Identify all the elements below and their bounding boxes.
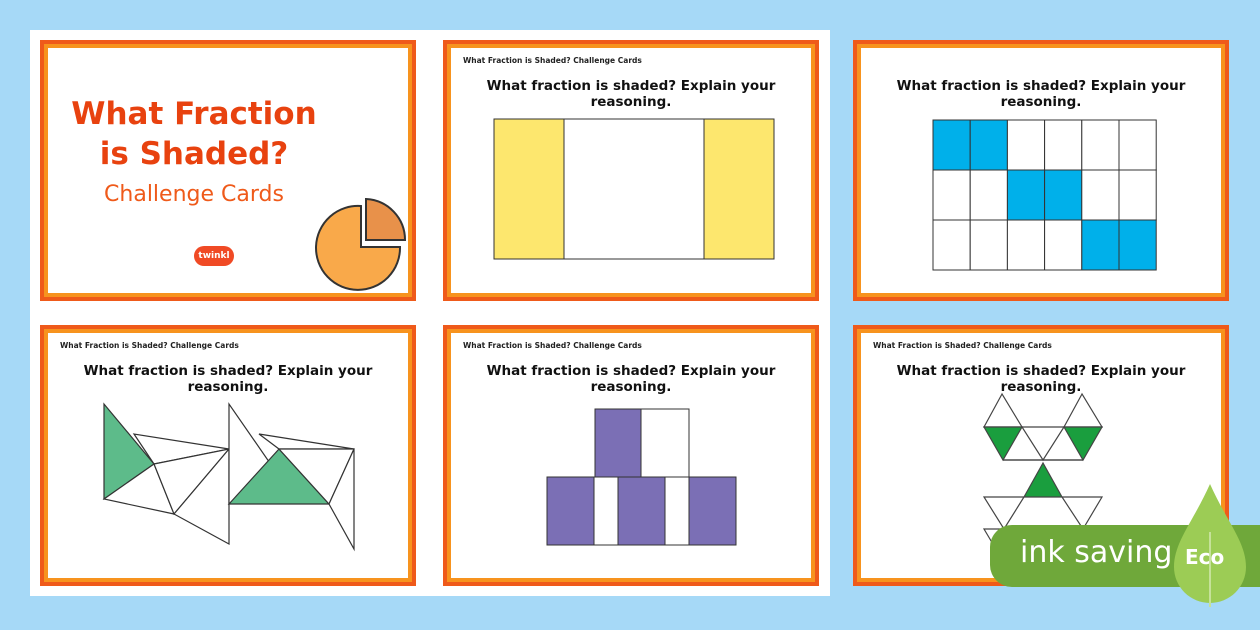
leaf-icon xyxy=(1174,484,1246,607)
grid-cell xyxy=(969,169,1008,221)
grid-cell xyxy=(1081,219,1120,271)
squares-diagram xyxy=(546,408,737,546)
grid-cell xyxy=(1118,169,1157,221)
card-header: What Fraction is Shaded? Challenge Cards xyxy=(463,56,642,65)
grid-cell xyxy=(1118,119,1157,171)
card-question: What fraction is shaded? Explain your re… xyxy=(83,363,373,395)
grid-cell xyxy=(1006,219,1046,271)
grid-diagram xyxy=(932,119,1157,271)
grid-cell xyxy=(932,219,971,271)
grid-cell xyxy=(1081,169,1120,221)
card-header: What Fraction is Shaded? Challenge Cards xyxy=(873,341,1052,350)
card-header: What Fraction is Shaded? Challenge Cards xyxy=(60,341,239,350)
grid-cell xyxy=(1044,219,1083,271)
grid-cell xyxy=(1044,169,1083,221)
card-question: What fraction is shaded? Explain your re… xyxy=(896,363,1186,395)
grid-cell xyxy=(969,219,1008,271)
card-header: What Fraction is Shaded? Challenge Cards xyxy=(463,341,642,350)
card-question: What fraction is shaded? Explain your re… xyxy=(486,363,776,395)
cover-title: What Fraction is Shaded? xyxy=(71,96,317,172)
card-question: What fraction is shaded? Explain your re… xyxy=(896,78,1186,110)
card-question: What fraction is shaded? Explain your re… xyxy=(486,78,776,110)
challenge-card-squares[interactable]: What Fraction is Shaded? Challenge Cards… xyxy=(443,325,819,586)
grid-cell xyxy=(969,119,1008,171)
twinkl-logo: twinkl xyxy=(194,246,234,266)
grid-cell xyxy=(1006,169,1046,221)
triangles-diagram xyxy=(102,402,355,552)
ink-saving-label: ink saving xyxy=(1020,535,1173,570)
cover-subtitle: Challenge Cards xyxy=(104,182,284,207)
challenge-card-rectangle[interactable]: What Fraction is Shaded? Challenge Cards… xyxy=(443,40,819,301)
grid-cell xyxy=(1118,219,1157,271)
eco-label: Eco xyxy=(1185,545,1225,569)
challenge-card-grid[interactable]: What Fraction is Shaded? Challenge Cards… xyxy=(853,40,1229,301)
grid-cell xyxy=(932,169,971,221)
challenge-card-triangles[interactable]: What Fraction is Shaded? Challenge Cards… xyxy=(40,325,416,586)
cover-card[interactable]: What Fraction is Shaded? Challenge Cards … xyxy=(40,40,416,301)
grid-cell xyxy=(1081,119,1120,171)
grid-cell xyxy=(1044,119,1083,171)
pie-chart-icon xyxy=(315,197,407,291)
grid-cell xyxy=(932,119,971,171)
rectangle-diagram xyxy=(493,118,775,260)
grid-cell xyxy=(1006,119,1046,171)
